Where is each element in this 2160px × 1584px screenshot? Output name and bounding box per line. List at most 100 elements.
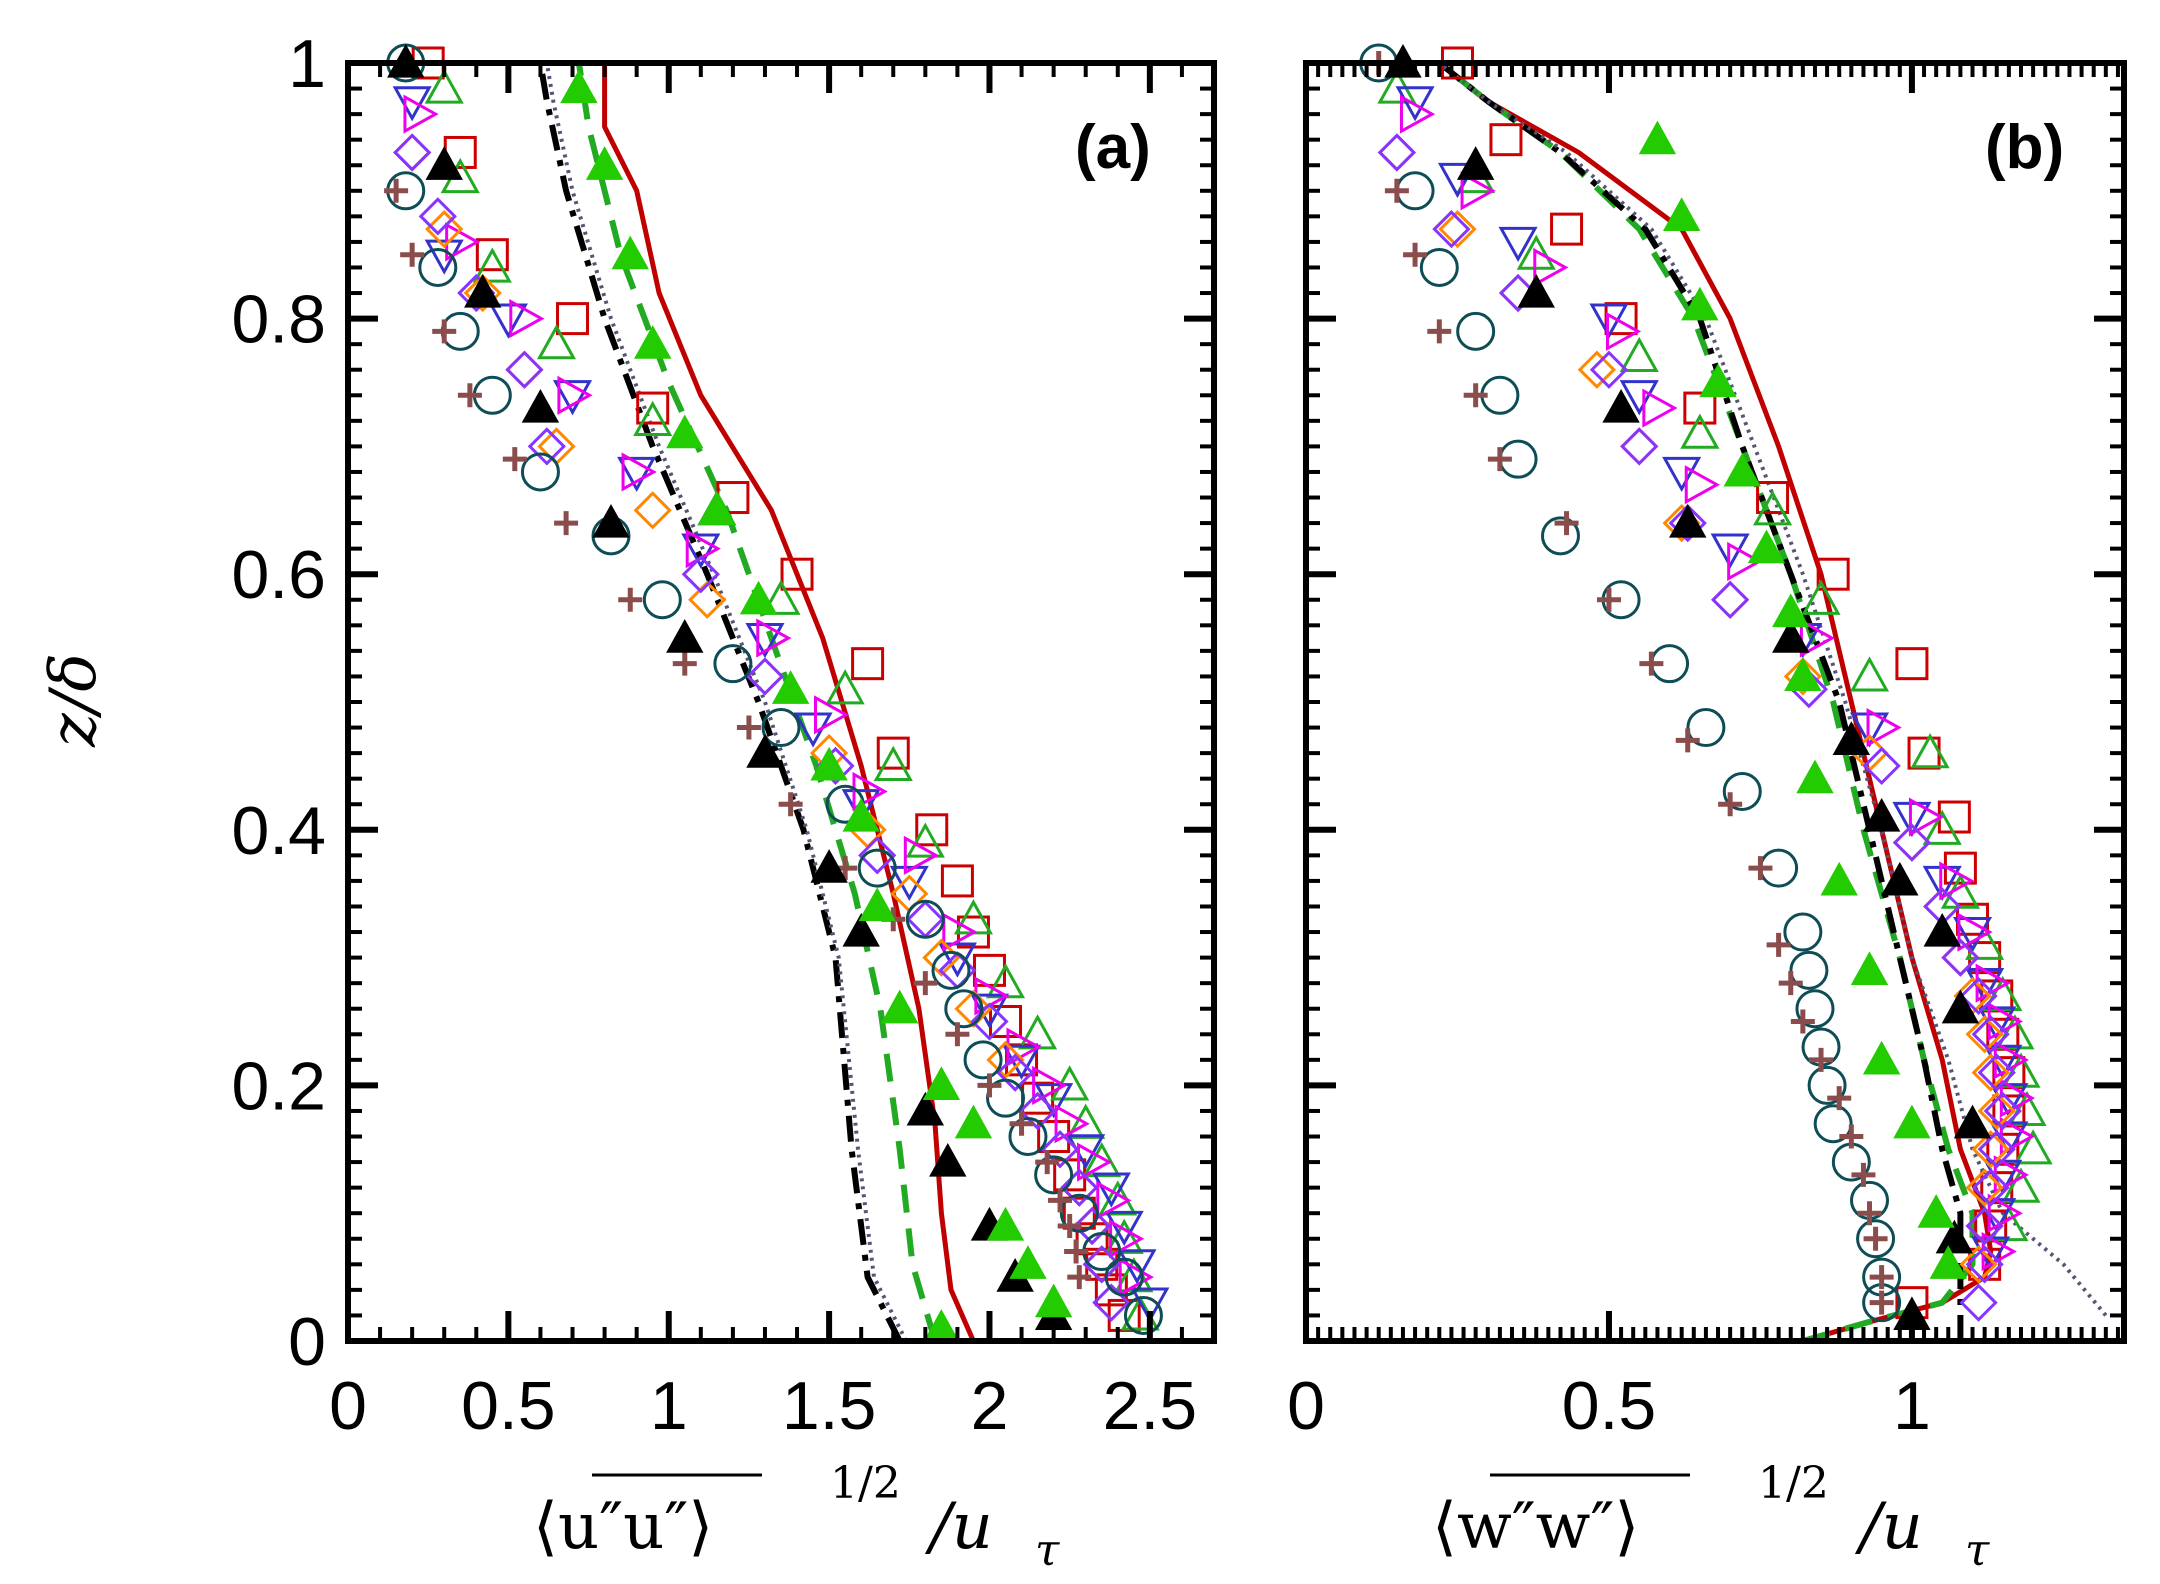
y-tick-label: 0 <box>288 1304 326 1380</box>
marker-filled-triangle-black <box>1832 721 1871 755</box>
marker-open-diamond-purple <box>1620 427 1659 466</box>
marker-open-diamond-purple <box>745 657 785 696</box>
line-gray-dotted <box>544 62 908 1342</box>
marker-filled-triangle-black <box>1669 504 1707 538</box>
marker-open-diamond-purple <box>1892 823 1932 862</box>
marker-open-triangle-up <box>2001 1052 2041 1088</box>
marker-plus <box>1596 587 1621 612</box>
marker-open-square <box>1756 481 1790 515</box>
marker-open-triangle-up <box>1922 809 1962 845</box>
marker-open-circle <box>761 708 801 748</box>
marker-filled-triangle-black <box>1772 619 1810 653</box>
marker-open-circle <box>1783 912 1823 952</box>
marker-filled-triangle-green <box>1917 1194 1955 1228</box>
marker-filled-triangle-green <box>585 146 624 180</box>
marker-open-diamond-orange <box>1711 580 1750 619</box>
marker-filled-triangle-black <box>1602 389 1640 423</box>
marker-plus <box>400 242 425 267</box>
x-axis-title-a-main: ⟨u″u″⟩ <box>533 1490 713 1564</box>
marker-open-diamond-orange <box>745 657 785 696</box>
y-axis-title: z/δ <box>37 653 111 748</box>
marker-open-triangle-down <box>1395 86 1435 122</box>
marker-filled-triangle-green <box>1796 759 1834 794</box>
marker-open-triangle-up <box>825 669 865 705</box>
marker-plus <box>1675 728 1700 753</box>
marker-open-circle <box>1722 771 1762 811</box>
marker-open-square <box>876 736 910 770</box>
marker-open-diamond-purple <box>1959 976 1998 1016</box>
marker-open-triangle-right <box>1727 541 1763 581</box>
marker-filled-triangle-green <box>1747 529 1786 564</box>
marker-plus <box>778 792 803 817</box>
marker-open-triangle-up <box>633 400 673 436</box>
marker-open-triangle-right <box>1642 388 1678 428</box>
marker-open-diamond-orange <box>463 273 502 313</box>
plot-area-b <box>1359 43 2108 1344</box>
marker-open-diamond-orange <box>1977 1091 2016 1131</box>
marker-filled-triangle-black <box>746 734 784 768</box>
marker-open-triangle-down <box>1104 1210 1144 1247</box>
y-tick-label: 0.2 <box>231 1048 326 1124</box>
marker-open-circle <box>963 1040 1003 1080</box>
marker-plus <box>672 651 697 676</box>
marker-open-triangle-right <box>1399 94 1436 134</box>
marker-open-diamond-purple <box>1060 1168 1099 1207</box>
marker-open-triangle-right <box>1908 797 1945 837</box>
marker-filled-triangle-green <box>1862 1040 1901 1075</box>
marker-open-diamond-purple <box>1965 1206 2004 1246</box>
marker-filled-triangle-black <box>1941 989 1980 1024</box>
marker-open-triangle-up <box>1680 413 1720 449</box>
marker-open-triangle-right <box>814 695 850 735</box>
marker-open-triangle-down <box>1619 380 1659 416</box>
x-axis-title-b-sub: τ <box>1965 1525 1990 1576</box>
marker-open-circle <box>1104 1257 1144 1297</box>
x-tick-label: 1 <box>1893 1368 1931 1444</box>
marker-open-diamond-purple <box>1711 580 1750 619</box>
marker-open-triangle-right <box>1799 618 1836 658</box>
marker-open-circle <box>1008 1117 1048 1157</box>
x-axis-title-a: ⟨u″u″⟩ 1/2 /u τ <box>533 1458 1060 1576</box>
marker-open-diamond-purple <box>1971 1015 2010 1054</box>
marker-plus <box>432 319 457 344</box>
marker-open-triangle-right <box>1096 1180 1132 1220</box>
marker-open-square <box>1683 391 1717 425</box>
panel-label-b: (b) <box>1985 113 2064 182</box>
panel-label-a: (a) <box>1075 113 1151 182</box>
x-tick-label: 0.5 <box>461 1368 556 1444</box>
marker-filled-triangle-black <box>666 619 704 653</box>
marker-filled-triangle-black <box>1923 912 1961 947</box>
marker-open-square <box>780 557 814 591</box>
marker-open-diamond-purple <box>527 427 566 466</box>
marker-open-triangle-right <box>756 618 792 658</box>
marker-plus <box>977 1073 1002 1098</box>
marker-filled-triangle-black <box>842 912 880 947</box>
marker-plus <box>1869 1290 1894 1315</box>
marker-open-circle <box>1123 1295 1163 1335</box>
marker-open-diamond-purple <box>1668 503 1707 543</box>
marker-open-diamond-purple <box>1965 1245 2004 1284</box>
marker-filled-triangle-green <box>666 414 704 449</box>
marker-open-triangle-up <box>1910 733 1950 769</box>
marker-open-triangle-up <box>472 247 512 283</box>
marker-plus <box>1487 447 1512 472</box>
marker-open-square <box>851 647 885 681</box>
marker-plus <box>1035 1150 1060 1175</box>
marker-plus <box>1851 1162 1876 1187</box>
marker-open-triangle-right <box>621 452 657 492</box>
x-axis-title-b-sup: 1/2 <box>1758 1458 1829 1509</box>
marker-plus <box>1403 242 1428 267</box>
marker-plus <box>1718 792 1743 817</box>
marker-plus <box>1554 511 1579 536</box>
marker-open-triangle-down <box>1498 226 1538 263</box>
marker-open-triangle-up <box>2013 1129 2053 1165</box>
marker-filled-triangle-black <box>464 273 502 308</box>
marker-filled-triangle-green <box>611 235 649 270</box>
marker-plus <box>1009 1111 1034 1136</box>
plot-area-a <box>384 43 1170 1343</box>
marker-open-triangle-up <box>1082 1141 1122 1178</box>
marker-filled-triangle-black <box>1953 1104 1992 1139</box>
marker-open-triangle-right <box>903 835 940 875</box>
marker-filled-triangle-green <box>1009 1245 1047 1279</box>
marker-open-diamond-orange <box>688 580 727 619</box>
marker-open-circle <box>520 452 560 492</box>
